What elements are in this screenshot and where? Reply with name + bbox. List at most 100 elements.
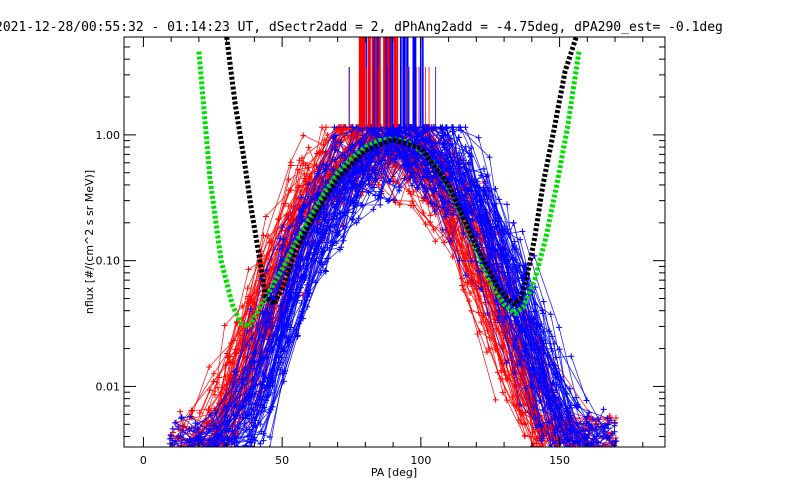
blue-plus-marker — [246, 409, 253, 416]
blue-plus-marker — [593, 426, 600, 433]
blue-plus-marker — [243, 341, 250, 348]
blue-plus-marker — [430, 187, 437, 194]
blue-plus-marker — [312, 257, 319, 264]
blue-plus-marker — [299, 218, 306, 225]
blue-plus-marker — [279, 370, 286, 377]
blue-plus-marker — [504, 226, 511, 233]
blue-plus-marker — [522, 385, 529, 392]
blue-plus-marker — [446, 142, 453, 149]
blue-plus-marker — [568, 353, 575, 360]
green-model-curve — [196, 51, 582, 329]
blue-plus-marker — [455, 189, 462, 196]
blue-plus-marker — [268, 344, 275, 351]
blue-plus-marker — [540, 340, 547, 347]
y-tick-label: 1.00 — [96, 129, 121, 142]
blue-plus-marker — [206, 452, 212, 458]
red-plus-marker — [205, 406, 212, 413]
red-plus-marker — [558, 445, 560, 447]
blue-plus-marker — [226, 425, 233, 432]
blue-plus-marker — [203, 450, 209, 456]
blue-plus-marker — [168, 449, 174, 455]
blue-plus-marker — [174, 453, 180, 459]
red-plus-marker — [375, 181, 382, 188]
blue-plus-marker — [372, 159, 379, 166]
blue-plus-marker — [608, 417, 615, 424]
blue-plus-marker — [249, 436, 256, 443]
blue-plus-marker — [196, 445, 198, 447]
blue-plus-marker — [585, 409, 592, 416]
blue-plus-marker — [575, 450, 581, 456]
blue-plus-marker — [545, 403, 552, 410]
blue-plus-marker — [439, 226, 446, 233]
blue-plus-marker — [431, 208, 438, 215]
blue-plus-marker — [261, 320, 268, 327]
blue-plus-marker — [333, 200, 340, 207]
red-plus-marker — [294, 166, 301, 173]
red-plus-marker — [603, 452, 609, 458]
x-tick-label: 150 — [549, 454, 570, 467]
blue-plus-marker — [178, 440, 185, 447]
blue-plus-marker — [505, 269, 512, 276]
blue-plus-marker — [464, 187, 471, 194]
blue-plus-marker — [170, 451, 176, 457]
blue-plus-marker — [192, 420, 199, 427]
blue-plus-marker — [247, 305, 254, 312]
blue-plus-marker — [259, 353, 266, 360]
red-plus-marker — [566, 446, 568, 447]
blue-plus-marker — [567, 444, 569, 447]
blue-plus-marker — [305, 250, 312, 257]
blue-plus-marker — [286, 339, 293, 346]
blue-trace — [232, 126, 605, 447]
red-plus-marker — [552, 447, 558, 453]
blue-plus-marker — [280, 296, 287, 303]
red-plus-marker — [302, 178, 309, 185]
blue-plus-marker — [305, 181, 312, 188]
blue-plus-marker — [495, 196, 502, 203]
blue-plus-marker — [320, 208, 327, 215]
axes: 0 50 100 150 0.01 0.10 1.00 — [96, 36, 665, 467]
blue-plus-marker — [510, 294, 517, 301]
blue-plus-marker — [549, 438, 556, 445]
blue-plus-marker — [260, 437, 267, 444]
red-plus-marker — [485, 345, 492, 352]
blue-plus-marker — [413, 152, 420, 159]
blue-plus-marker — [187, 413, 194, 420]
red-plus-marker — [539, 441, 546, 447]
blue-plus-marker — [287, 289, 294, 296]
blue-plus-marker — [347, 173, 354, 180]
blue-plus-marker — [206, 452, 212, 458]
blue-plus-marker — [210, 451, 216, 457]
blue-plus-marker — [484, 309, 491, 316]
blue-plus-marker — [276, 245, 283, 252]
blue-plus-marker — [384, 150, 391, 157]
blue-plus-marker — [212, 431, 219, 438]
blue-plus-marker — [385, 198, 392, 205]
red-plus-marker — [209, 450, 215, 456]
red-plus-marker — [295, 184, 302, 191]
blue-plus-marker — [408, 124, 415, 131]
blue-plus-marker — [468, 258, 475, 265]
blue-plus-marker — [280, 378, 287, 385]
blue-plus-marker — [176, 450, 182, 456]
red-plus-marker — [462, 251, 469, 258]
blue-plus-marker — [332, 143, 339, 150]
blue-plus-marker — [314, 225, 321, 232]
blue-plus-marker — [540, 432, 547, 439]
blue-plus-marker — [552, 374, 559, 381]
blue-plus-marker — [264, 382, 271, 389]
blue-plus-marker — [553, 386, 560, 393]
blue-plus-marker — [590, 447, 596, 453]
blue-plus-marker — [588, 451, 594, 457]
blue-plus-marker — [269, 445, 271, 447]
blue-plus-marker — [336, 198, 343, 205]
blue-plus-marker — [501, 256, 508, 263]
blue-plus-marker — [287, 310, 294, 317]
red-plus-marker — [484, 349, 491, 356]
red-plus-marker — [239, 303, 246, 310]
blue-plus-marker — [258, 396, 265, 403]
blue-plus-marker — [469, 216, 476, 223]
red-plus-marker — [584, 447, 590, 453]
blue-plus-marker — [512, 278, 519, 285]
blue-plus-marker — [239, 403, 246, 410]
red-plus-marker — [288, 217, 295, 224]
